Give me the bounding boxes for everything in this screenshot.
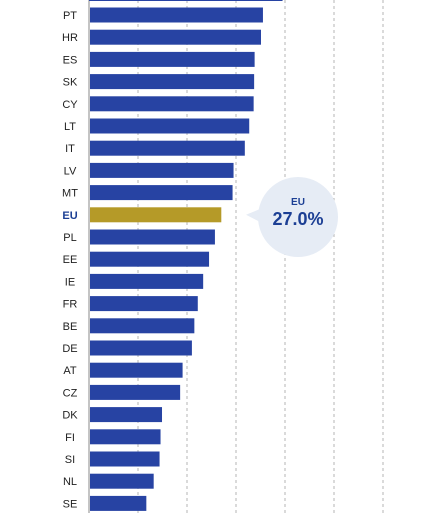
bar-ie (90, 273, 204, 289)
bar-lv (90, 162, 234, 178)
callout-title: EU (291, 197, 305, 208)
category-label-es: ES (63, 54, 78, 66)
bar-cy (90, 96, 254, 112)
bar-se (90, 495, 147, 511)
bar-at (90, 362, 183, 378)
callout-value: 27.0% (272, 209, 323, 229)
bar-si (90, 451, 160, 467)
bar-ee (90, 251, 210, 267)
bar-fr (90, 296, 198, 312)
category-label-de: DE (62, 343, 77, 355)
category-label-be: BE (63, 321, 78, 333)
category-label-pl: PL (63, 232, 76, 244)
category-label-si: SI (65, 454, 75, 466)
bar-cz (90, 384, 181, 400)
category-label-sk: SK (63, 77, 78, 89)
callout-bubble (258, 177, 338, 257)
category-label-hr: HR (62, 32, 78, 44)
category-label-ie: IE (65, 276, 75, 288)
bar-be (90, 318, 195, 334)
bar-lt (90, 118, 250, 134)
category-label-nl: NL (63, 476, 77, 488)
bar-pl (90, 229, 215, 245)
category-label-cz: CZ (63, 387, 78, 399)
category-label-lt: LT (64, 121, 76, 133)
partial-bar-top (89, 0, 283, 1)
category-label-pt: PT (63, 10, 77, 22)
category-labels: PT HR ES SK CY LT IT LV MT EU PL EE IE FR BE DE AT CZ DK FI… (62, 10, 78, 510)
bar-nl (90, 473, 154, 489)
bar-pt (90, 7, 263, 23)
bar-es (90, 51, 255, 67)
bar-sk (90, 74, 255, 90)
bar-fi (90, 429, 161, 445)
category-label-fr: FR (63, 299, 78, 311)
category-label-se: SE (63, 498, 78, 510)
category-label-dk: DK (62, 410, 78, 422)
category-label-fi: FI (65, 432, 75, 444)
category-label-eu: EU (62, 210, 77, 222)
category-label-mt: MT (62, 188, 78, 200)
bar-hr (90, 29, 261, 45)
category-label-at: AT (63, 365, 77, 377)
bar-it (90, 140, 245, 156)
eu-callout: EU 27.0% (246, 177, 338, 257)
bar-mt (90, 185, 233, 201)
bar-de (90, 340, 192, 356)
callout-pointer (246, 209, 262, 223)
category-label-it: IT (65, 143, 75, 155)
category-label-cy: CY (62, 99, 78, 111)
bars (90, 7, 263, 511)
bar-dk (90, 407, 163, 423)
category-label-ee: EE (63, 254, 78, 266)
bar-eu (90, 207, 222, 223)
category-label-lv: LV (64, 165, 77, 177)
